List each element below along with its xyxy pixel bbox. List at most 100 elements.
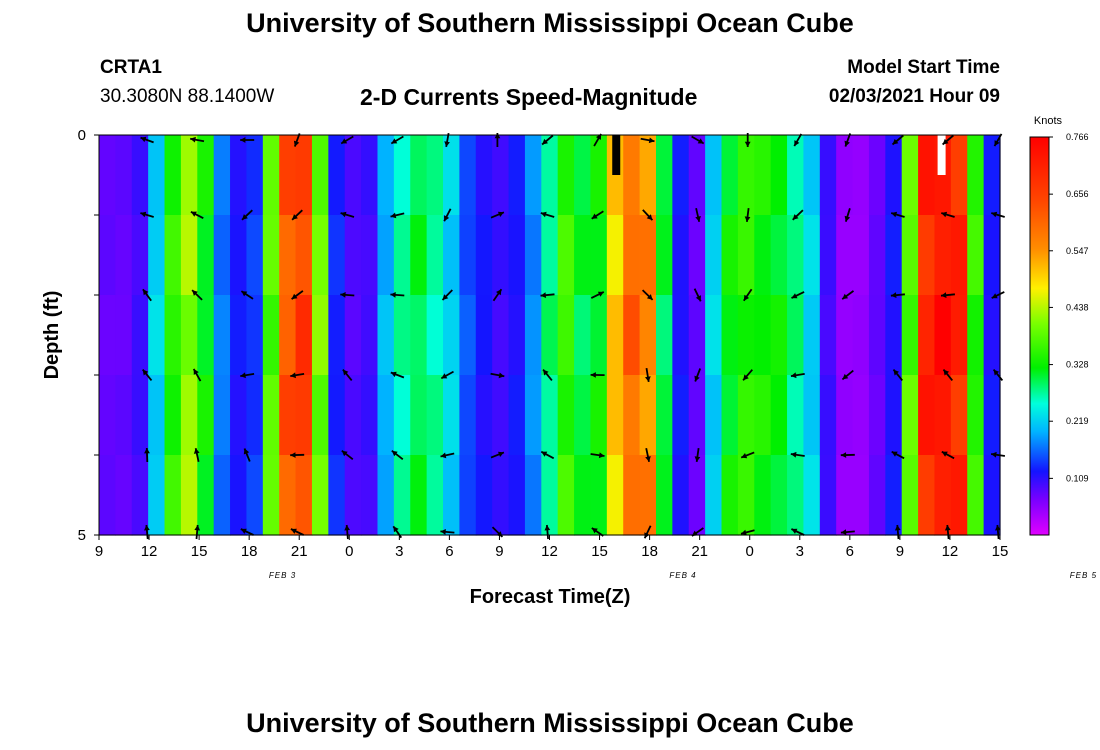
heatmap-cell — [131, 215, 149, 296]
heatmap-cell — [934, 455, 952, 536]
heatmap-cell — [262, 295, 280, 376]
date-label: FEB 5 — [1070, 571, 1097, 580]
heatmap-cell — [262, 215, 280, 296]
current-arrow — [190, 136, 205, 143]
current-arrow — [991, 211, 1005, 218]
heatmap-cell — [721, 215, 739, 296]
heatmap-cell — [344, 135, 362, 216]
heatmap-cell — [787, 295, 805, 376]
current-arrow — [641, 289, 654, 301]
heatmap-cell — [803, 215, 821, 296]
current-arrow — [490, 451, 505, 459]
colorbar-tick-label: 0.766 — [1066, 132, 1089, 142]
heatmap-cell — [754, 215, 772, 296]
heatmap-cell — [623, 375, 641, 456]
current-arrow — [645, 367, 651, 383]
current-arrow — [441, 289, 453, 301]
heatmap-cell — [393, 135, 411, 216]
x-tick-label: 18 — [241, 543, 258, 560]
heatmap-cell — [770, 295, 788, 376]
heatmap-cell — [770, 455, 788, 536]
current-arrow — [645, 448, 651, 462]
colorbar-tick-label: 0.438 — [1066, 302, 1089, 312]
x-tick-label: 6 — [846, 543, 854, 560]
heatmap-cell — [180, 295, 198, 376]
x-tick-label: 9 — [896, 543, 904, 560]
heatmap-cell — [574, 295, 592, 376]
heatmap-cell — [115, 455, 133, 536]
heatmap-cell — [180, 135, 198, 216]
heatmap-cell — [606, 375, 624, 456]
heatmap-cell — [918, 135, 936, 216]
heatmap-cell — [99, 375, 116, 456]
heatmap-cell — [787, 375, 805, 456]
heatmap-cell — [410, 215, 428, 296]
heatmap-cell — [901, 375, 919, 456]
heatmap-cell — [885, 215, 903, 296]
y-axis: 05 — [78, 127, 99, 544]
heatmap-cell — [475, 135, 493, 216]
current-arrow — [591, 210, 604, 220]
heatmap-cell — [787, 135, 805, 216]
heatmap-cell — [508, 455, 526, 536]
heatmap-cell — [655, 455, 673, 536]
heatmap-cell — [459, 135, 477, 216]
current-arrow — [340, 211, 355, 218]
current-arrow — [142, 288, 152, 302]
heatmap-cell — [672, 455, 690, 536]
heatmap-cell — [967, 135, 985, 216]
current-arrow — [743, 288, 753, 302]
current-arrow — [390, 371, 405, 379]
heatmap-cell — [541, 455, 559, 536]
heatmap-cell — [344, 375, 362, 456]
heatmap-cell — [295, 135, 313, 216]
heatmap-cell — [524, 135, 542, 216]
heatmap-cell — [541, 215, 559, 296]
heatmap-cell — [688, 455, 706, 536]
y-axis-label: Depth (ft) — [41, 291, 63, 380]
current-arrow — [391, 449, 404, 461]
heatmap-cell — [557, 215, 575, 296]
heatmap-cell — [721, 135, 739, 216]
current-arrow — [293, 133, 301, 147]
current-arrow — [590, 452, 605, 459]
heatmap-cell — [131, 455, 149, 536]
heatmap-cell — [639, 295, 657, 376]
heatmap-cell — [246, 295, 264, 376]
x-tick-label: 15 — [191, 543, 208, 560]
heatmap-cell — [590, 455, 608, 536]
current-arrow — [940, 292, 955, 298]
current-arrow — [640, 137, 655, 144]
heatmap-cell — [213, 295, 231, 376]
heatmap-cell — [328, 295, 346, 376]
heatmap-cell — [705, 375, 723, 456]
heatmap-cell — [524, 375, 542, 456]
current-arrow — [144, 524, 150, 540]
x-axis: 9 12 15 18 21 0 3 6 9 12 15 18 21 0 3 6 9 12 15 FEB 3 FEB 4 F… — [95, 535, 1097, 580]
current-arrow — [240, 372, 255, 379]
current-arrow — [544, 524, 551, 540]
heatmap-cell — [590, 215, 608, 296]
colorbar-tick-label: 0.656 — [1066, 189, 1089, 199]
heatmap-cell — [623, 215, 641, 296]
heatmap-cell — [377, 135, 395, 216]
heatmap-cell — [443, 295, 460, 376]
heatmap-cell — [180, 375, 198, 456]
heatmap-cell — [836, 215, 854, 296]
current-arrow — [590, 291, 605, 299]
heatmap-cell — [410, 295, 428, 376]
heatmap-cell — [705, 455, 723, 536]
colorbar-tick-label: 0.109 — [1066, 473, 1089, 483]
heatmap-cell — [328, 215, 346, 296]
heatmap-cell — [164, 455, 182, 536]
heatmap-cell — [983, 455, 1001, 536]
heatmap-cell — [557, 135, 575, 216]
heatmap-cell — [115, 295, 133, 376]
current-arrow — [841, 369, 854, 381]
heatmap-cell — [574, 215, 592, 296]
heatmap-cell — [655, 295, 673, 376]
current-arrow — [792, 209, 804, 221]
heatmap-cell — [262, 455, 280, 536]
current-arrow — [892, 369, 903, 381]
heatmap-cell — [295, 295, 313, 376]
